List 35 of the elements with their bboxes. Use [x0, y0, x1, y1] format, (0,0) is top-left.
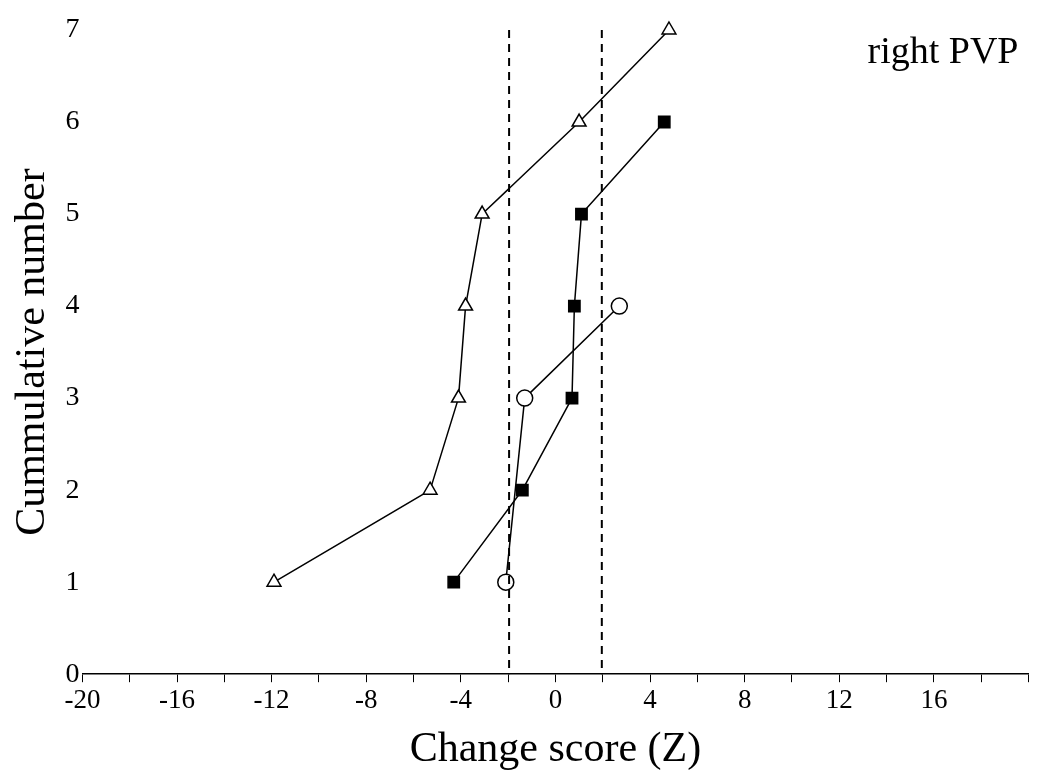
point: [567, 299, 581, 313]
x-tick-label: -12: [253, 684, 290, 715]
point: [657, 115, 671, 129]
y-tick-label: 2: [65, 472, 80, 504]
x-tick-label: 12: [825, 684, 853, 715]
point: [497, 573, 515, 591]
y-tick-label: 6: [65, 104, 80, 136]
y-tick-label: 4: [65, 288, 80, 320]
x-tick-label: 16: [920, 684, 948, 715]
point: [565, 391, 579, 405]
point: [515, 389, 534, 407]
point: [457, 297, 474, 311]
x-tick-label: -4: [449, 684, 473, 715]
y-tick-label: 7: [65, 12, 80, 44]
x-tick-label: -8: [354, 684, 378, 715]
point: [474, 205, 490, 219]
point: [571, 113, 587, 127]
x-axis-title: Change score (Z): [409, 723, 702, 771]
point: [422, 481, 438, 495]
y-tick-label: 5: [65, 196, 80, 228]
x-tick-label: 8: [737, 684, 752, 715]
point: [575, 207, 588, 221]
x-tick-label: 0: [548, 684, 563, 715]
point: [515, 483, 529, 497]
x-tick-label: -16: [159, 684, 196, 715]
y-axis-title: Cummulative number: [7, 168, 54, 536]
point: [266, 573, 282, 587]
point: [610, 297, 629, 315]
x-tick-label: 4: [643, 684, 658, 715]
y-tick-label: 1: [65, 564, 80, 596]
y-tick-label: 3: [65, 380, 80, 412]
annotation: right PVP: [867, 28, 1019, 71]
point: [447, 575, 461, 589]
point: [450, 389, 467, 403]
point: [661, 21, 677, 35]
